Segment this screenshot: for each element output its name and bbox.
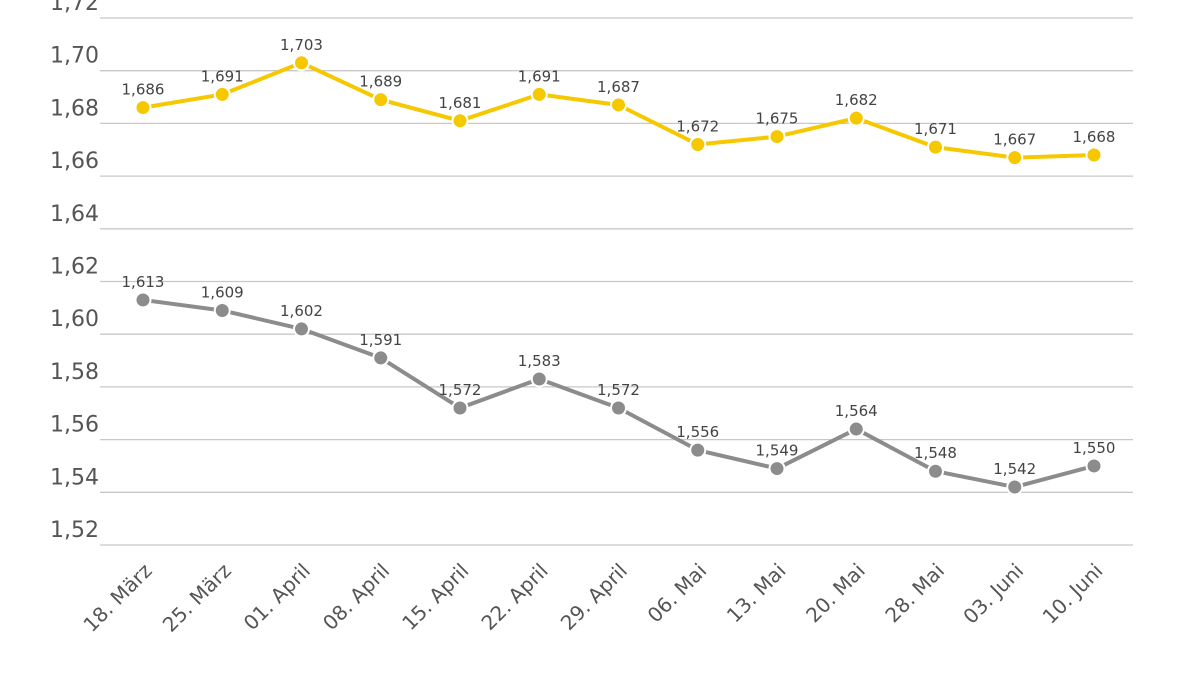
data-label: 1,609 bbox=[201, 283, 244, 301]
data-label: 1,671 bbox=[914, 120, 957, 138]
data-label: 1,675 bbox=[756, 110, 799, 128]
data-point bbox=[1085, 146, 1103, 164]
data-point bbox=[530, 370, 548, 388]
data-labels: 1,686 1,691 1,703 1,689 1,681 1,691 1,687 1,672… bbox=[122, 36, 1116, 478]
data-label: 1,602 bbox=[280, 302, 323, 320]
data-label: 1,703 bbox=[280, 36, 323, 54]
data-point bbox=[768, 128, 786, 146]
x-tick-label: 01. April bbox=[239, 559, 315, 635]
data-label: 1,591 bbox=[359, 331, 402, 349]
y-tick-label: 1,72 bbox=[50, 0, 99, 16]
data-label: 1,668 bbox=[1073, 128, 1116, 146]
x-tick-label: 13. Mai bbox=[722, 559, 791, 628]
y-tick-label: 1,62 bbox=[50, 255, 99, 280]
data-label: 1,572 bbox=[597, 381, 640, 399]
x-tick-label: 08. April bbox=[318, 559, 394, 635]
data-point bbox=[451, 399, 469, 417]
data-label: 1,564 bbox=[835, 402, 878, 420]
x-tick-label: 06. Mai bbox=[643, 559, 712, 628]
data-label: 1,686 bbox=[122, 81, 165, 99]
data-label: 1,572 bbox=[439, 381, 482, 399]
data-points bbox=[134, 54, 1103, 496]
x-tick-label: 20. Mai bbox=[801, 559, 870, 628]
x-tick-label: 15. April bbox=[397, 559, 473, 635]
data-point bbox=[213, 85, 231, 103]
data-label: 1,687 bbox=[597, 78, 640, 96]
data-point bbox=[1006, 149, 1024, 167]
x-tick-label: 18. März bbox=[78, 559, 156, 637]
y-tick-label: 1,52 bbox=[50, 518, 99, 543]
data-point bbox=[134, 291, 152, 309]
x-tick-label: 25. März bbox=[158, 559, 236, 637]
x-tick-label: 29. April bbox=[556, 559, 632, 635]
data-point bbox=[689, 441, 707, 459]
data-label: 1,691 bbox=[201, 67, 244, 85]
data-point bbox=[927, 462, 944, 480]
data-point bbox=[610, 399, 627, 417]
y-tick-label: 1,66 bbox=[50, 149, 99, 174]
data-point bbox=[1006, 478, 1024, 496]
data-label: 1,548 bbox=[914, 444, 957, 462]
data-label: 1,550 bbox=[1073, 439, 1116, 457]
data-point bbox=[689, 135, 707, 153]
data-label: 1,613 bbox=[122, 273, 165, 291]
data-point bbox=[847, 420, 865, 438]
x-tick-label: 28. Mai bbox=[880, 559, 949, 628]
data-label: 1,667 bbox=[993, 131, 1036, 149]
data-label: 1,682 bbox=[835, 91, 878, 109]
data-point bbox=[213, 301, 231, 319]
data-point bbox=[610, 96, 627, 114]
y-tick-label: 1,68 bbox=[50, 96, 99, 121]
gridlines bbox=[100, 17, 1133, 546]
data-label: 1,542 bbox=[993, 460, 1036, 478]
data-label: 1,691 bbox=[518, 67, 561, 85]
y-axis-tick-labels: 1,52 1,54 1,56 1,58 1,60 1,62 1,64 1,66 1,68 1,70… bbox=[50, 0, 99, 543]
y-tick-label: 1,70 bbox=[50, 44, 99, 69]
data-label: 1,583 bbox=[518, 352, 561, 370]
x-tick-label: 10. Juni bbox=[1038, 559, 1108, 629]
x-tick-label: 03. Juni bbox=[958, 559, 1028, 629]
x-axis-tick-labels: 18. März 25. März 01. April 08. April 15. Ap… bbox=[78, 559, 1107, 637]
y-tick-label: 1,60 bbox=[50, 307, 99, 332]
data-label: 1,556 bbox=[676, 423, 719, 441]
y-tick-label: 1,58 bbox=[50, 360, 99, 385]
data-point bbox=[372, 91, 390, 109]
x-tick-label: 22. April bbox=[476, 559, 552, 635]
data-label: 1,681 bbox=[439, 94, 482, 112]
data-point bbox=[530, 85, 548, 103]
data-point bbox=[927, 138, 944, 156]
y-tick-label: 1,56 bbox=[50, 413, 99, 438]
data-point bbox=[134, 99, 152, 117]
data-point bbox=[372, 349, 390, 367]
data-point bbox=[293, 320, 310, 338]
data-point bbox=[293, 54, 310, 72]
data-point bbox=[768, 460, 786, 478]
data-point bbox=[1085, 457, 1103, 475]
data-label: 1,549 bbox=[756, 442, 799, 460]
y-tick-label: 1,54 bbox=[50, 465, 99, 490]
data-point bbox=[451, 112, 469, 130]
data-point bbox=[847, 109, 865, 127]
y-tick-label: 1,64 bbox=[50, 202, 99, 227]
data-label: 1,689 bbox=[359, 73, 402, 91]
data-label: 1,672 bbox=[676, 117, 719, 135]
